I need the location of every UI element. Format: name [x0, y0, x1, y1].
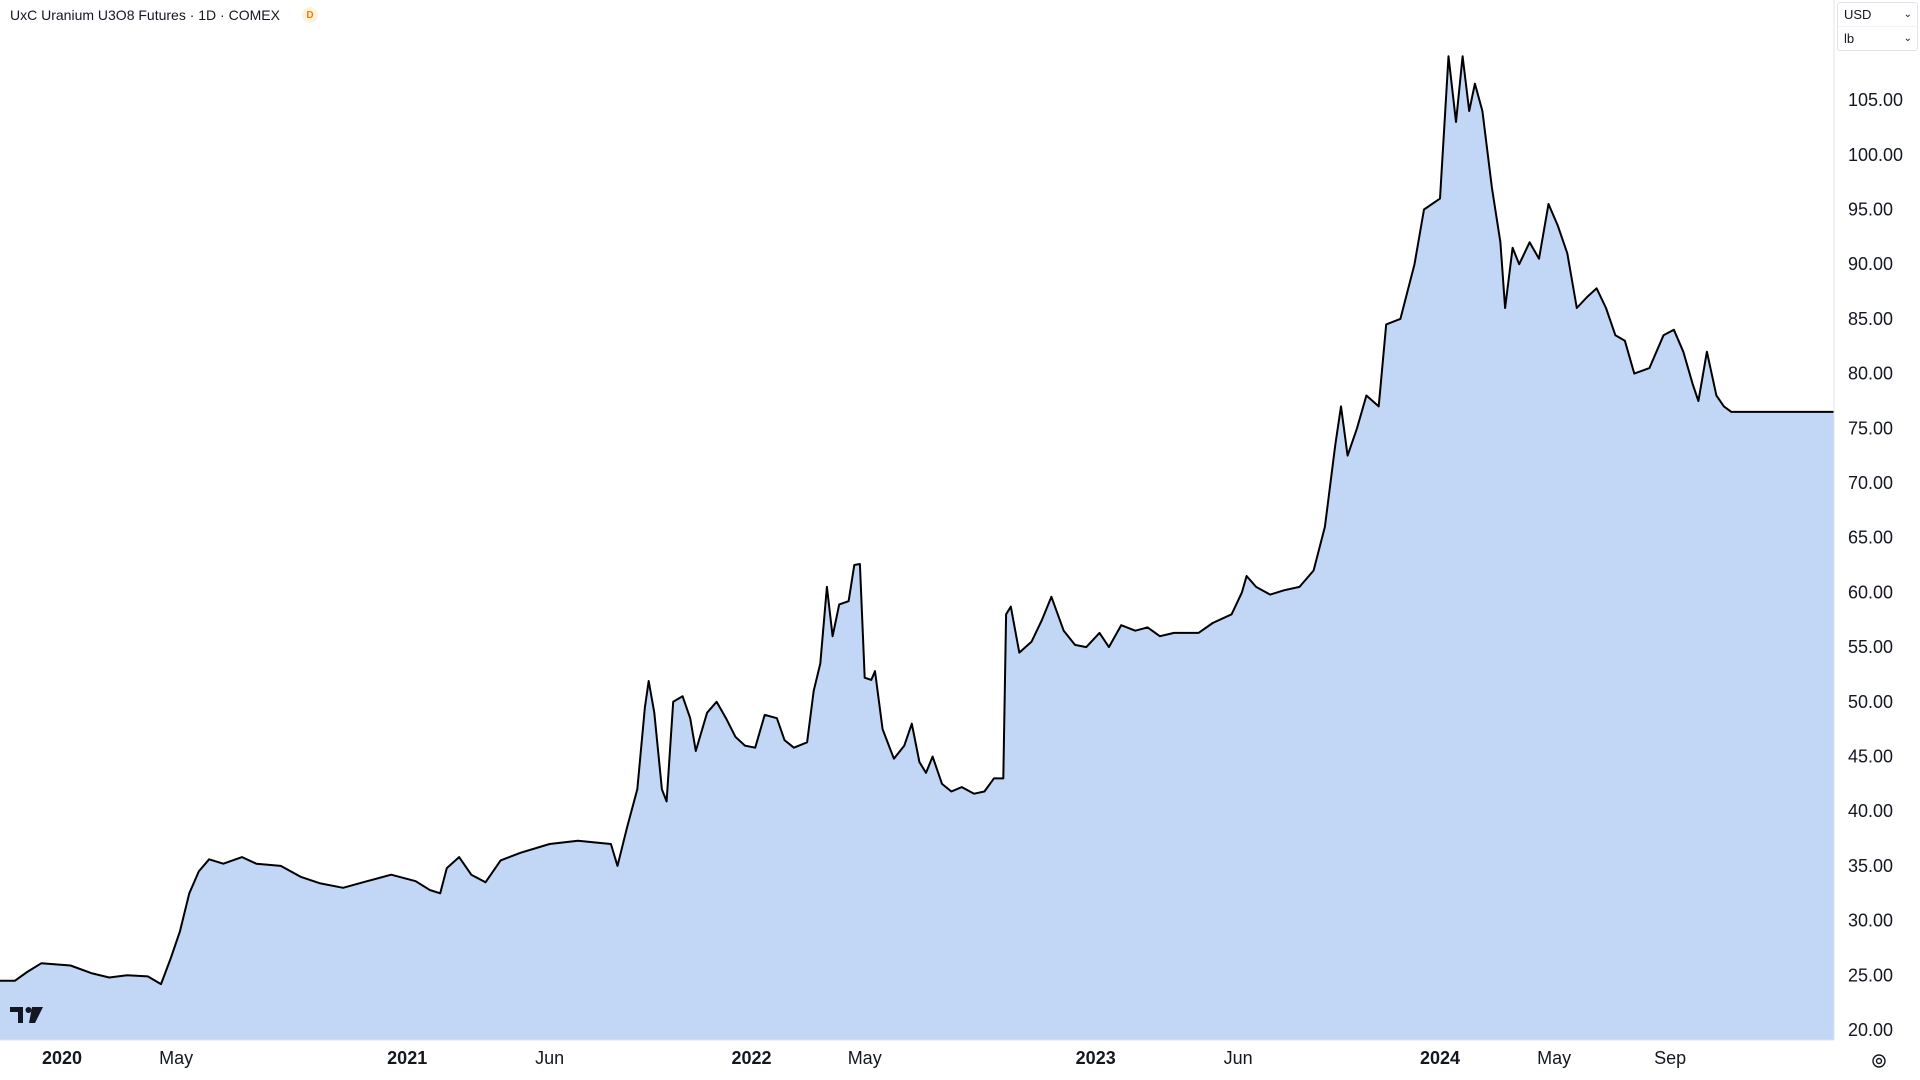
unit-selectors: USD ⌄ lb ⌄	[1837, 2, 1918, 51]
time-axis-label: May	[1537, 1048, 1571, 1068]
time-axis-label: 2023	[1076, 1048, 1116, 1068]
time-axis-label: Jun	[535, 1048, 564, 1068]
price-axis-label: 20.00	[1848, 1020, 1893, 1040]
unit-value: lb	[1844, 31, 1855, 46]
price-axis-label: 60.00	[1848, 582, 1893, 602]
price-axis-label: 30.00	[1848, 911, 1893, 931]
time-axis[interactable]: 2020 May 2021 Jun 2022 May 2023 Jun 2024 May Sep	[42, 1048, 1686, 1068]
chevron-down-icon: ⌄	[1903, 33, 1912, 44]
chevron-down-icon: ⌄	[1903, 9, 1912, 20]
price-axis-label: 55.00	[1848, 637, 1893, 657]
time-axis-label: 2021	[387, 1048, 427, 1068]
time-axis-label: May	[159, 1048, 193, 1068]
currency-select[interactable]: USD ⌄	[1838, 3, 1917, 26]
time-axis-label: 2024	[1420, 1048, 1460, 1068]
price-axis-label: 80.00	[1848, 364, 1893, 384]
price-area-fill	[0, 56, 1834, 1041]
settings-icon[interactable]	[1868, 1050, 1890, 1072]
currency-value: USD	[1844, 7, 1872, 22]
price-axis[interactable]: 20.00 25.00 30.00 35.00 40.00 45.00 50.00 55.00…	[1848, 90, 1903, 1040]
symbol-title[interactable]: UxC Uranium U3O8 Futures · 1D · COMEX	[10, 7, 280, 23]
price-axis-label: 65.00	[1848, 528, 1893, 548]
price-line	[0, 55, 1834, 986]
time-axis-label: Jun	[1224, 1048, 1253, 1068]
price-axis-label: 50.00	[1848, 692, 1893, 712]
plot-area[interactable]	[0, 55, 1834, 1041]
price-axis-label: 95.00	[1848, 200, 1893, 220]
tradingview-logo-icon	[10, 1007, 43, 1023]
data-badge[interactable]: D	[301, 7, 318, 23]
symbol-title-bar: UxC Uranium U3O8 Futures · 1D · COMEX D	[10, 6, 318, 24]
price-axis-label: 70.00	[1848, 473, 1893, 493]
price-axis-label: 75.00	[1848, 418, 1893, 438]
price-axis-label: 100.00	[1848, 145, 1903, 165]
time-axis-label: Sep	[1654, 1048, 1686, 1068]
price-axis-label: 35.00	[1848, 856, 1893, 876]
price-axis-label: 25.00	[1848, 965, 1893, 985]
price-axis-label: 90.00	[1848, 254, 1893, 274]
time-axis-label: 2022	[731, 1048, 771, 1068]
price-axis-label: 45.00	[1848, 747, 1893, 767]
time-axis-label: May	[848, 1048, 882, 1068]
price-axis-label: 105.00	[1848, 90, 1903, 110]
price-axis-label: 40.00	[1848, 801, 1893, 821]
time-axis-label: 2020	[42, 1048, 82, 1068]
unit-select[interactable]: lb ⌄	[1838, 26, 1917, 50]
price-axis-label: 85.00	[1848, 309, 1893, 329]
